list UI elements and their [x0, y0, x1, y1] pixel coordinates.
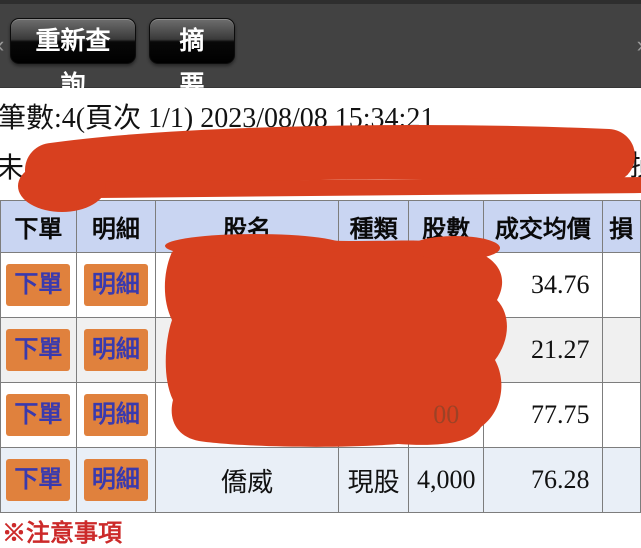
avg-price-cell: 34.76: [483, 252, 603, 318]
status-line: 筆數:4(頁次 1/1) 2023/08/08 15:34:21: [0, 103, 435, 134]
type-cell: [338, 252, 410, 318]
type-cell: [338, 382, 410, 448]
extra-cell: [601, 382, 641, 448]
header-extra: 損: [601, 200, 641, 253]
header-shares: 股數: [408, 200, 485, 253]
table-header-row: 下單 明細 股名 種類 股數 成交均價 損: [0, 200, 641, 253]
header-avg-price: 成交均價: [483, 200, 603, 253]
type-cell: 現股: [338, 447, 410, 513]
order-button[interactable]: 下單: [6, 329, 71, 371]
shares-cell: 4,000: [408, 447, 485, 513]
table-row: 下單 明細 34.76: [0, 252, 641, 318]
header-order: 下單: [0, 200, 77, 253]
avg-price-cell: 76.28: [483, 447, 603, 513]
notice-text: ※注意事項: [2, 520, 122, 547]
avg-price-cell: 77.75: [483, 382, 603, 448]
order-button[interactable]: 下單: [6, 394, 71, 436]
stock-name-cell: [155, 382, 340, 448]
positions-table: 下單 明細 股名 種類 股數 成交均價 損 下單 明細 34.76 下單 明細 …: [0, 200, 641, 513]
stock-name-cell: 僑威: [155, 447, 340, 513]
detail-button[interactable]: 明細: [83, 329, 148, 371]
order-button[interactable]: 下單: [6, 459, 71, 501]
detail-button[interactable]: 明細: [83, 264, 148, 306]
summary-button[interactable]: 摘要: [149, 18, 235, 99]
extra-cell: [601, 447, 641, 513]
table-row: 下單 明細 21.27: [0, 317, 641, 383]
type-cell: [338, 317, 410, 383]
shares-fragment: 00: [433, 400, 460, 429]
covered-line-right-fragment: 總損: [601, 151, 641, 182]
stock-name-cell: [155, 252, 340, 318]
avg-price-cell: 21.27: [483, 317, 603, 383]
table-row: 下單 明細 僑威 現股 4,000 76.28: [0, 447, 641, 513]
header-stock-name: 股名: [155, 200, 340, 253]
stock-name-cell: [155, 317, 340, 383]
scroll-right-icon: ›: [637, 34, 641, 56]
shares-cell: [408, 317, 485, 383]
extra-cell: [601, 317, 641, 383]
toolbar: ‹ 重新查詢 摘要 ›: [0, 0, 641, 99]
header-type: 種類: [338, 200, 410, 253]
covered-line-left-fragment: 未: [0, 153, 25, 184]
detail-button[interactable]: 明細: [83, 394, 148, 436]
shares-cell: [408, 252, 485, 318]
requery-button[interactable]: 重新查詢: [10, 18, 136, 99]
scroll-left-icon: ‹: [0, 34, 4, 56]
header-detail: 明細: [75, 200, 157, 253]
detail-button[interactable]: 明細: [83, 459, 148, 501]
shares-cell: 00: [408, 382, 485, 448]
order-button[interactable]: 下單: [6, 264, 71, 306]
table-row: 下單 明細 00 77.75: [0, 382, 641, 448]
extra-cell: [601, 252, 641, 318]
